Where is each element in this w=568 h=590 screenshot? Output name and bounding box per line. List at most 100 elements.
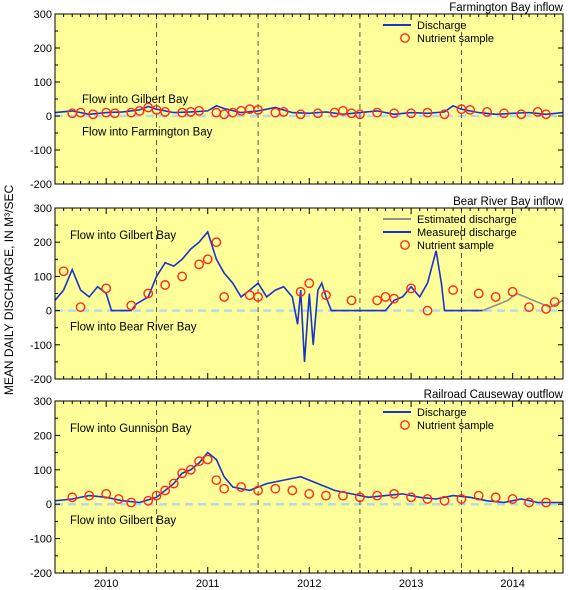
- nutrient-sample-point: [126, 300, 137, 311]
- panel-title: Railroad Causeway outflow: [424, 389, 564, 401]
- nutrient-sample-point: [287, 485, 298, 496]
- y-tick-label: 0: [46, 306, 52, 318]
- nutrient-sample-point: [541, 109, 551, 120]
- nutrient-sample-point: [473, 490, 484, 501]
- y-tick-label: 300: [34, 396, 52, 408]
- legend-entry: Discharge: [417, 20, 467, 32]
- nutrient-sample-point: [422, 305, 433, 316]
- nutrient-sample-point: [270, 483, 281, 494]
- nutrient-sample-point: [295, 109, 306, 120]
- nutrient-sample-point: [295, 286, 306, 297]
- nutrient-sample-point: [126, 497, 137, 508]
- y-tick-label: 200: [34, 43, 52, 55]
- nutrient-sample-point: [236, 482, 247, 492]
- annotation-upper: Flow into Gunnison Bay: [70, 423, 192, 435]
- nutrient-sample-point: [109, 108, 120, 119]
- nutrient-sample-point: [549, 297, 560, 307]
- nutrient-sample-point: [253, 104, 263, 115]
- nutrient-sample-point: [473, 288, 484, 299]
- nutrient-sample-point: [448, 285, 459, 295]
- nutrient-sample-point: [143, 495, 154, 506]
- annotation-lower: Flow into Bear River Bay: [70, 321, 197, 333]
- annotation-upper: Flow into Gilbert Bay: [82, 94, 188, 106]
- nutrient-sample-point: [321, 290, 331, 301]
- x-tick-label: 2013: [399, 578, 423, 590]
- plot-area: [55, 14, 563, 184]
- y-tick-label: -200: [30, 568, 52, 580]
- y-tick-label: -100: [30, 145, 52, 157]
- nutrient-sample-point: [439, 495, 450, 506]
- nutrient-sample-point: [355, 109, 365, 120]
- y-tick-label: -200: [30, 374, 52, 386]
- legend-entry: Measured discharge: [417, 227, 517, 239]
- nutrient-sample-point: [346, 295, 357, 306]
- nutrient-sample-point: [304, 488, 315, 499]
- legend-marker-nutrient-sample: [400, 420, 410, 430]
- nutrient-sample-point: [516, 109, 527, 120]
- nutrient-sample-point: [338, 106, 348, 116]
- nutrient-sample-point: [219, 292, 230, 302]
- annotation-lower: Flow into Gilbert Bay: [70, 515, 176, 527]
- nutrient-sample-point: [113, 494, 124, 504]
- nutrient-sample-point: [541, 497, 551, 508]
- nutrient-sample-point: [194, 106, 205, 116]
- legend-marker-nutrient-sample: [400, 240, 410, 250]
- legend-entry: Nutrient sample: [417, 240, 494, 252]
- nutrient-sample-point: [134, 106, 145, 116]
- nutrient-sample-point: [507, 286, 518, 297]
- nutrient-sample-point: [84, 490, 95, 501]
- nutrient-sample-point: [313, 108, 323, 119]
- y-tick-label: 100: [34, 77, 52, 89]
- nutrient-sample-point: [507, 494, 518, 504]
- annotation-lower: Flow into Farmington Bay: [82, 127, 213, 139]
- nutrient-sample-point: [185, 464, 196, 475]
- nutrient-sample-point: [194, 259, 205, 270]
- nutrient-sample-point: [499, 108, 509, 119]
- nutrient-sample-point: [304, 278, 315, 289]
- annotation-upper: Flow into Gilbert Bay: [70, 230, 176, 242]
- nutrient-sample-point: [465, 104, 475, 115]
- nutrient-sample-point: [439, 109, 450, 120]
- nutrient-sample-point: [211, 475, 222, 486]
- nutrient-sample-point: [406, 283, 417, 294]
- series-line-estimated-discharge: [482, 292, 564, 312]
- series-line-discharge: [54, 451, 563, 504]
- nutrient-sample-point: [160, 107, 171, 117]
- nutrient-sample-point: [253, 292, 263, 302]
- nutrient-sample-point: [88, 109, 99, 120]
- nutrient-sample-point: [422, 494, 433, 504]
- nutrient-sample-point: [160, 280, 171, 290]
- nutrient-sample-point: [219, 483, 230, 494]
- nutrient-sample-point: [372, 107, 383, 118]
- x-tick-label: 2012: [297, 578, 321, 590]
- y-tick-label: 300: [34, 203, 52, 215]
- chart-panel-2: -200 -100 0 100 200 300 Bear River Bay inflow F…: [30, 196, 564, 386]
- y-tick-label: 300: [34, 9, 52, 21]
- nutrient-sample-point: [75, 302, 86, 313]
- y-axis-label: MEAN DAILY DISCHARGE, IN M³/SEC: [2, 185, 16, 396]
- x-tick-label: 2010: [94, 578, 118, 590]
- nutrient-sample-point: [67, 492, 78, 503]
- plot-area: [55, 401, 563, 573]
- y-tick-label: 200: [34, 430, 52, 442]
- nutrient-sample-point: [211, 237, 222, 248]
- nutrient-sample-point: [389, 108, 400, 119]
- legend-entry: Estimated discharge: [417, 214, 517, 226]
- y-tick-label: 0: [46, 499, 52, 511]
- nutrient-sample-point: [406, 108, 417, 119]
- nutrient-sample-point: [168, 478, 179, 489]
- nutrient-sample-point: [482, 107, 492, 117]
- nutrient-sample-point: [278, 107, 289, 117]
- nutrient-sample-point: [456, 494, 467, 504]
- y-tick-label: 100: [34, 271, 52, 283]
- nutrient-sample-point: [422, 107, 433, 118]
- nutrient-sample-point: [321, 490, 331, 501]
- x-tick-label: 2011: [196, 578, 220, 590]
- nutrient-sample-point: [151, 490, 162, 501]
- nutrient-sample-point: [372, 490, 383, 501]
- y-tick-label: 200: [34, 237, 52, 249]
- nutrient-sample-point: [524, 302, 534, 313]
- nutrient-sample-point: [202, 454, 213, 465]
- nutrient-sample-point: [490, 492, 501, 503]
